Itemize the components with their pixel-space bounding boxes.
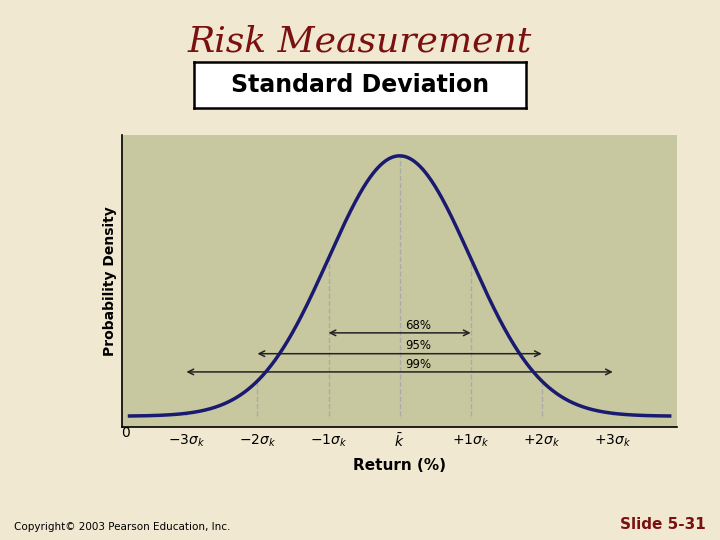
Text: Risk Measurement: Risk Measurement: [188, 24, 532, 58]
Text: Copyright© 2003 Pearson Education, Inc.: Copyright© 2003 Pearson Education, Inc.: [14, 522, 231, 532]
Text: 68%: 68%: [405, 319, 431, 332]
Text: Slide 5-31: Slide 5-31: [620, 517, 706, 532]
Text: 0: 0: [122, 426, 130, 440]
Y-axis label: Probability Density: Probability Density: [103, 206, 117, 356]
X-axis label: Return (%): Return (%): [353, 458, 446, 474]
Text: 95%: 95%: [405, 340, 431, 353]
Text: Standard Deviation: Standard Deviation: [231, 73, 489, 97]
Text: 99%: 99%: [405, 357, 431, 370]
